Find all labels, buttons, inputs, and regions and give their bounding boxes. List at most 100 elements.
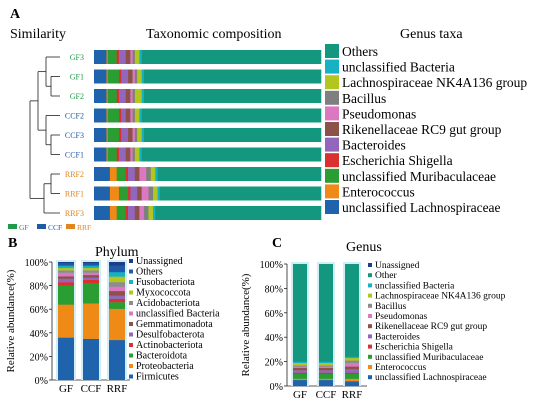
legend-label: Desulfobacterota [136,330,205,341]
composition-segment [132,128,136,142]
bar-segment [109,286,125,292]
bar-segment [58,282,74,286]
legend-label: Myxococcota [136,288,191,299]
sample-label: GF1 [70,73,84,82]
composition-segment [134,206,140,220]
composition-segment [94,108,107,123]
taxa-swatch [325,44,339,58]
genus-chart: 0% 20% 40% 60% 80% 100% Relative abundance(%) G… [240,260,506,401]
y-tick-label: 20% [30,352,48,363]
composition-segment [94,89,107,103]
composition-segment [128,206,136,220]
phylum-title: Phylum [95,245,139,260]
y-tick-label: 0% [270,382,283,393]
bar-segment [83,262,99,264]
composition-segment [134,128,138,142]
composition-segment [128,69,133,84]
bar-segment [293,366,307,368]
legend-swatch [368,324,372,329]
composition-segment [118,108,122,123]
bar-segment [83,267,99,271]
composition-segment [121,128,129,142]
group-swatch [8,224,17,229]
composition-segment [125,108,131,123]
x-tick-label: GF [293,389,307,401]
bar-segment [345,373,359,379]
composition-segment [153,186,158,201]
composition-segment [94,167,111,181]
bar-segment [58,270,74,273]
composition-segment [139,108,142,123]
legend-label: Fusobacteriota [136,277,195,288]
bar-segment [58,263,74,266]
y-tick-label: 100% [260,260,283,271]
y-axis-label: Relative abundance(%) [5,269,17,372]
bar-segment [293,367,307,371]
bar-segment [58,304,74,338]
group-legend: GF CCF RRF [8,223,91,232]
bar-segment [319,264,333,362]
bar-segment [109,262,125,266]
bar-segment [83,303,99,339]
composition-segment [128,128,133,142]
group-swatch [66,224,75,229]
bar-segment [293,365,307,367]
composition-segment [137,69,142,84]
bar-segment [109,308,125,341]
legend-swatch [129,322,133,326]
taxa-label: unclassified Muribaculaceae [342,169,496,184]
bar-segment [58,285,74,305]
legend-swatch [129,301,133,305]
phylum-chart: 0% 20% 40% 60% 80% 100% Relative abundance(%) G… [5,256,220,395]
taxa-label: Lachnospiraceae NK4A136 group [342,75,527,90]
sample-label: RRF1 [65,190,84,199]
composition-segment [141,50,322,64]
composition-segment [134,167,140,181]
composition-segment [130,89,133,103]
taxa-swatch [325,200,339,214]
y-tick-label: 80% [30,282,48,293]
composition-segment [94,206,111,220]
legend-label: Lachnospiraceae NK4A136 group [375,292,506,302]
composition-segment [134,108,140,123]
taxa-label: unclassified Lachnospiraceae [342,200,501,215]
taxa-label: Bacillus [342,91,386,106]
composition-segment [116,206,127,220]
composition-segment [118,147,127,162]
y-tick-label: 100% [25,258,48,269]
composition-segment [143,128,322,142]
bar-segment [83,263,99,266]
composition-segment [157,167,322,181]
bar-segment [293,362,307,366]
taxa-swatch [325,137,339,152]
bar-segment [293,372,307,374]
taxa-label: Pseudomonas [342,106,416,121]
composition-segment [106,50,108,64]
composition-segment [137,186,142,201]
composition-segment [106,108,108,123]
composition-segment [106,147,108,162]
taxa-swatch [325,106,339,121]
composition-segment [116,89,120,103]
composition-segment [121,108,127,123]
legend-swatch [129,290,133,295]
taxa-swatch [325,122,339,136]
bar-segment [293,370,307,373]
taxa-label: Bacteroides [342,138,406,153]
bar-segment [319,362,333,366]
bar-segment [58,265,74,269]
composition-segment [132,69,136,84]
bar-segment [319,370,333,373]
composition-segment [116,50,120,64]
composition-segment [139,206,145,220]
composition-segment [94,128,107,142]
composition-segment [116,147,120,162]
bar-segment [109,282,125,287]
legend-label: Enterococcus [375,363,426,373]
composition-segment [143,69,322,84]
bar-segment [319,365,333,367]
composition-segment [141,69,145,84]
composition-segment [94,50,107,64]
composition-segment [125,167,129,181]
